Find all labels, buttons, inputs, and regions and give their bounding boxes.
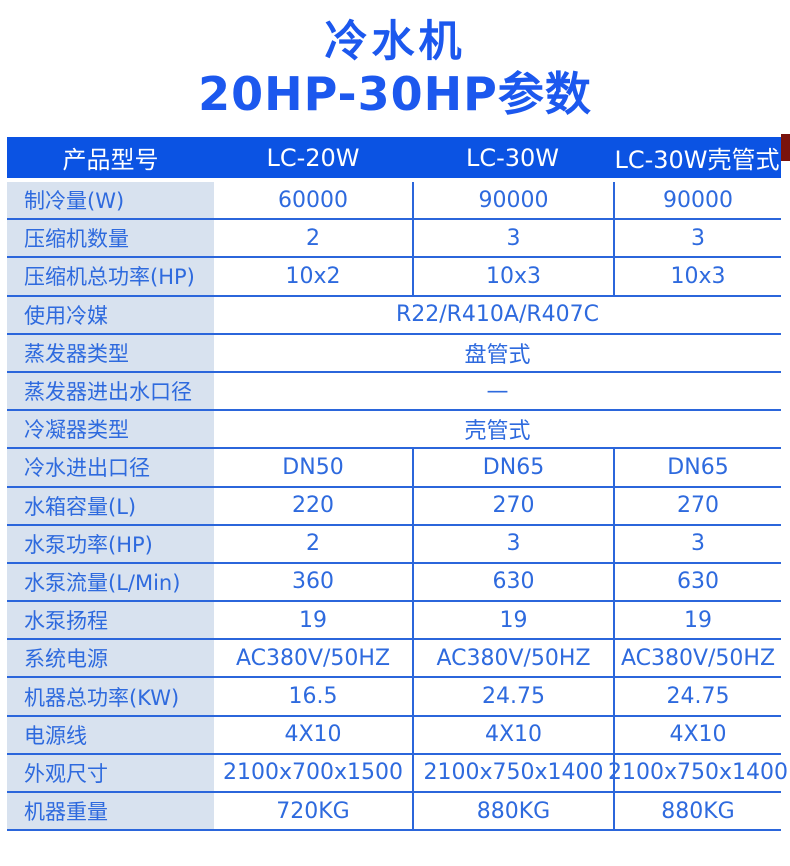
table-row: 水泵扬程 19 19 19 bbox=[7, 602, 781, 641]
row-label: 系统电源 bbox=[7, 640, 214, 677]
row-value: 16.5 bbox=[214, 678, 412, 715]
row-value: DN65 bbox=[412, 449, 613, 486]
table-row: 水箱容量(L) 220 270 270 bbox=[7, 487, 781, 526]
table-row: 压缩机数量 2 3 3 bbox=[7, 220, 781, 259]
table-row: 机器总功率(KW) 16.5 24.75 24.75 bbox=[7, 678, 781, 717]
row-value: 19 bbox=[214, 602, 412, 639]
table-row: 水泵功率(HP) 2 3 3 bbox=[7, 525, 781, 564]
row-value: 10x3 bbox=[412, 258, 613, 295]
table-row: 机器重量 720KG 880KG 880KG bbox=[7, 793, 781, 832]
row-label: 水泵流量(L/Min) bbox=[7, 563, 214, 601]
table-row: 制冷量(W) 60000 90000 90000 bbox=[7, 182, 781, 221]
row-value: 2 bbox=[214, 220, 412, 257]
table-row: 冷水进出口径 DN50 DN65 DN65 bbox=[7, 449, 781, 488]
row-label: 外观尺寸 bbox=[7, 754, 214, 791]
row-value: 90000 bbox=[412, 182, 613, 219]
spec-table: 产品型号 LC-20W LC-30W LC-30W壳管式 制冷量(W) 60000… bbox=[7, 137, 788, 832]
row-value: 630 bbox=[412, 563, 613, 601]
row-label: 水箱容量(L) bbox=[7, 487, 214, 524]
row-span-value: 壳管式 bbox=[214, 411, 781, 448]
row-value: AC380V/50HZ bbox=[613, 640, 781, 677]
row-value: 4X10 bbox=[613, 716, 781, 753]
row-value: 270 bbox=[412, 487, 613, 524]
row-label: 水泵扬程 bbox=[7, 602, 214, 639]
row-value: 2100x700x1500 bbox=[214, 754, 412, 791]
row-label: 使用冷媒 bbox=[7, 296, 214, 333]
row-value: 3 bbox=[412, 220, 613, 257]
row-value: 90000 bbox=[613, 182, 781, 219]
table-row: 水泵流量(L/Min) 360 630 630 bbox=[7, 563, 781, 603]
row-value: 10x2 bbox=[214, 258, 412, 295]
row-value: 220 bbox=[214, 487, 412, 524]
row-value: 19 bbox=[613, 602, 781, 639]
table-row: 蒸发器类型 盘管式 bbox=[7, 334, 781, 373]
table-row: 系统电源 AC380V/50HZ AC380V/50HZ AC380V/50HZ bbox=[7, 640, 781, 679]
row-label: 冷水进出口径 bbox=[7, 449, 214, 486]
table-row: 电源线 4X10 4X10 4X10 bbox=[7, 716, 781, 755]
row-value: 2100x750x1400 bbox=[608, 754, 788, 791]
row-value: 880KG bbox=[613, 793, 781, 830]
row-label: 蒸发器类型 bbox=[7, 334, 214, 371]
row-value: 2100x750x1400 bbox=[412, 754, 613, 791]
row-span-value: 盘管式 bbox=[214, 334, 781, 371]
row-label: 压缩机总功率(HP) bbox=[7, 258, 214, 295]
row-label: 制冷量(W) bbox=[7, 182, 214, 219]
row-value: 19 bbox=[412, 602, 613, 639]
row-value: 2 bbox=[214, 525, 412, 562]
row-value: 4X10 bbox=[214, 716, 412, 753]
header-model-lc30w-shell: LC-30W壳管式 bbox=[614, 146, 780, 174]
row-value: 4X10 bbox=[412, 716, 613, 753]
row-value: 60000 bbox=[214, 182, 412, 219]
row-value: DN50 bbox=[214, 449, 412, 486]
row-label: 水泵功率(HP) bbox=[7, 525, 214, 562]
row-label: 蒸发器进出水口径 bbox=[7, 372, 214, 410]
table-row: 压缩机总功率(HP) 10x2 10x3 10x3 bbox=[7, 258, 781, 297]
row-value: 3 bbox=[412, 525, 613, 562]
row-value: 360 bbox=[214, 563, 412, 601]
header-model-lc30w: LC-30W bbox=[465, 143, 560, 172]
row-value: 24.75 bbox=[613, 678, 781, 715]
row-span-value: R22/R410A/R407C bbox=[214, 296, 781, 333]
row-value: 720KG bbox=[214, 793, 412, 830]
row-value: 630 bbox=[613, 563, 781, 601]
table-row: 蒸发器进出水口径 — bbox=[7, 372, 781, 412]
title-range: 20HP-30HP参数 bbox=[198, 67, 592, 122]
row-label: 机器重量 bbox=[7, 793, 214, 830]
ribbon-fold-corner bbox=[781, 134, 790, 161]
table-row: 外观尺寸 2100x700x1500 2100x750x1400 2100x750x1… bbox=[7, 754, 788, 793]
table-header-row: 产品型号 LC-20W LC-30W LC-30W壳管式 bbox=[7, 137, 781, 178]
table-body: 制冷量(W) 60000 90000 90000 压缩机数量 2 3 3 压缩机总功率(HP) 1… bbox=[7, 182, 788, 832]
table-row: 冷凝器类型 壳管式 bbox=[7, 411, 781, 450]
row-label: 机器总功率(KW) bbox=[7, 678, 214, 715]
row-label: 压缩机数量 bbox=[7, 220, 214, 257]
row-span-value: — bbox=[214, 372, 781, 410]
page-title: 冷水机 20HP-30HP参数 bbox=[0, 18, 790, 121]
row-value: 10x3 bbox=[613, 258, 781, 295]
row-value: AC380V/50HZ bbox=[214, 640, 412, 677]
header-product-model: 产品型号 bbox=[62, 146, 159, 174]
row-value: 3 bbox=[613, 220, 781, 257]
table-row: 使用冷媒 R22/R410A/R407C bbox=[7, 296, 781, 335]
title-product-name: 冷水机 bbox=[324, 17, 466, 67]
row-value: DN65 bbox=[613, 449, 781, 486]
row-value: 3 bbox=[613, 525, 781, 562]
row-label: 电源线 bbox=[7, 716, 214, 753]
row-value: AC380V/50HZ bbox=[412, 640, 613, 677]
row-label: 冷凝器类型 bbox=[7, 411, 214, 448]
header-model-lc20w: LC-20W bbox=[266, 143, 360, 172]
row-value: 24.75 bbox=[412, 678, 613, 715]
row-value: 270 bbox=[613, 487, 781, 524]
row-value: 880KG bbox=[412, 793, 613, 830]
